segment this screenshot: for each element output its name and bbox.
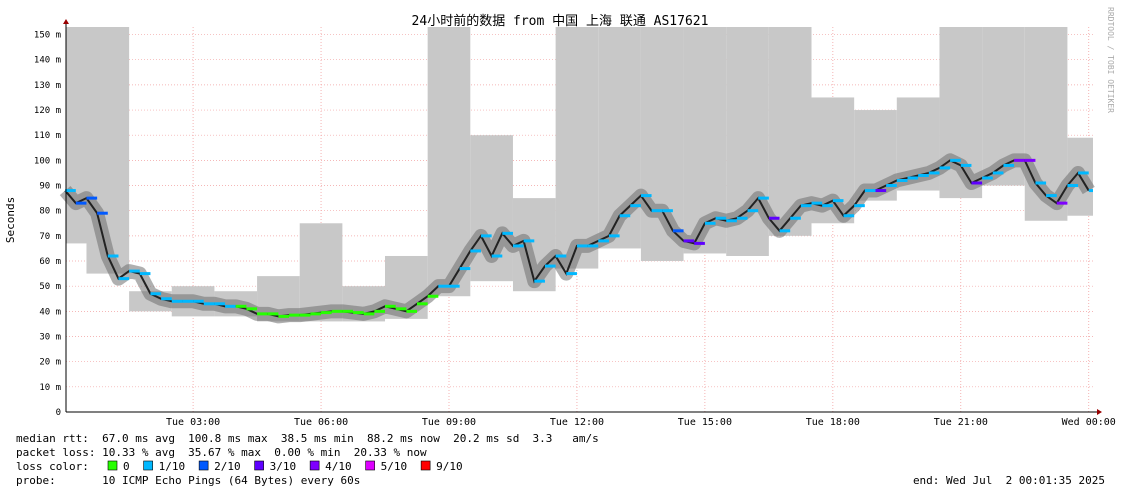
legend-swatch [420,460,431,471]
stats-line: packet loss: 10.33 % avg 35.67 % max 0.0… [16,446,427,459]
legend-label: 1/10 [159,460,186,473]
y-tick-label: 60 m [39,257,61,267]
watermark: RRDTOOL / TOBI OETIKER [1106,7,1115,113]
x-tick-label: Tue 15:00 [678,417,732,428]
probe-text: probe: 10 ICMP Echo Pings (64 Bytes) eve… [16,474,360,487]
plot [59,27,1095,413]
x-tick-label: Tue 12:00 [550,417,604,428]
legend-label: 0 [123,460,130,473]
legend-swatch [107,460,118,471]
legend-swatch [365,460,375,471]
legend-swatch [143,460,153,471]
y-tick-label: 130 m [34,81,61,91]
y-tick-label: 80 m [39,207,61,217]
legend-label: 9/10 [436,460,463,473]
end-text: end: Wed Jul 2 00:01:35 2025 [913,474,1105,487]
y-tick-label: 40 m [39,307,61,317]
legend-swatch [254,460,264,471]
stats-line: median rtt: 67.0 ms avg 100.8 ms max 38.… [16,432,599,445]
legend-label: 4/10 [325,460,352,473]
legend-label: 5/10 [381,460,408,473]
axis-arrow [1097,409,1102,415]
y-tick-label: 140 m [34,56,61,66]
y-tick-label: 150 m [34,31,61,41]
smoke-band [66,27,87,244]
axis-arrow [63,19,69,24]
x-tick-label: Wed 00:00 [1062,417,1116,428]
y-tick-label: 70 m [39,232,61,242]
legend-label: 2/10 [214,460,241,473]
y-tick-label: 10 m [39,383,61,393]
legend-label: 3/10 [270,460,297,473]
legend-swatch [198,460,209,471]
y-tick-label: 20 m [39,358,61,368]
y-tick-label: 0 [56,408,61,418]
legend-swatch [309,460,320,471]
y-tick-label: 100 m [34,156,61,166]
smoke-band [555,27,599,269]
y-tick-label: 30 m [39,333,61,343]
y-tick-label: 120 m [34,106,61,116]
chart-title: 24小时前的数据 from 中国 上海 联通 AS17621 [412,13,709,29]
y-tick-label: 50 m [39,282,61,292]
y-tick-label: 90 m [39,182,61,192]
x-tick-label: Tue 09:00 [422,417,476,428]
x-tick-label: Tue 18:00 [806,417,860,428]
legend-title: loss color: [16,460,89,473]
x-tick-label: Tue 21:00 [934,417,988,428]
y-axis-label: Seconds [4,197,17,243]
x-tick-label: Tue 03:00 [166,417,220,428]
x-tick-label: Tue 06:00 [294,417,348,428]
y-tick-label: 110 m [34,131,61,141]
